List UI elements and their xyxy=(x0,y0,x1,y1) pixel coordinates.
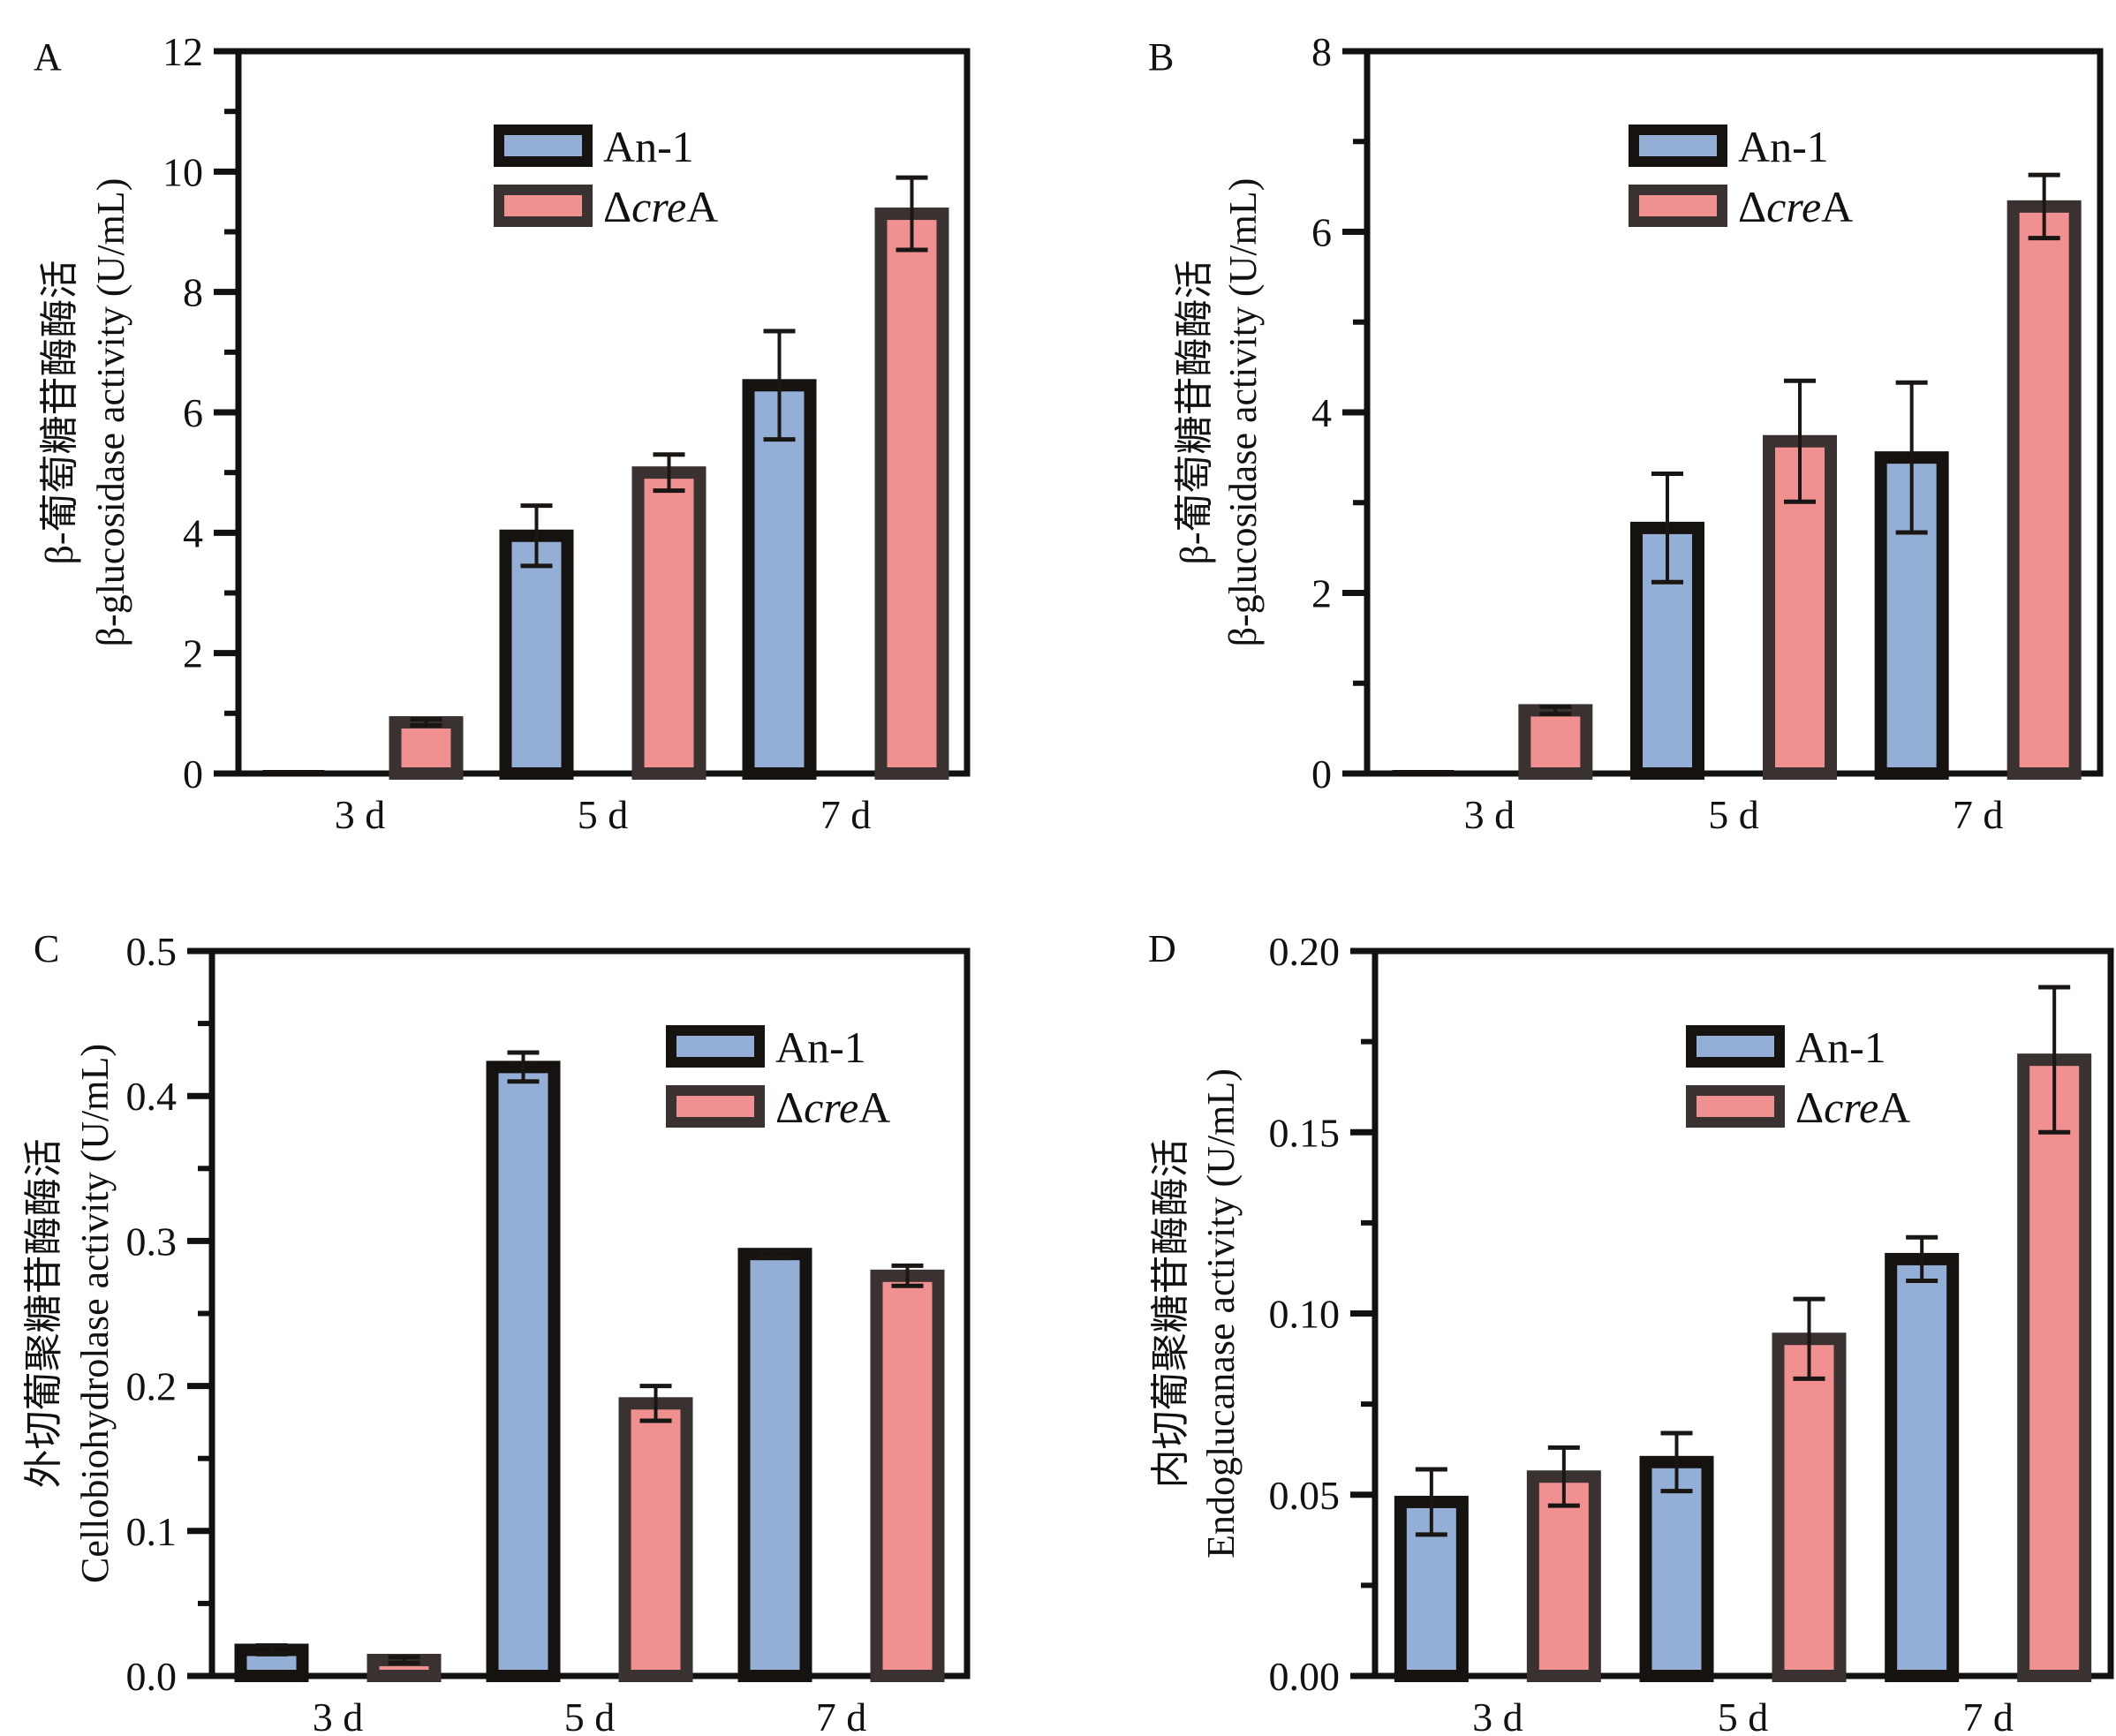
legend-label-an1: An-1 xyxy=(603,122,694,171)
x-tick-label: 7 d xyxy=(1962,1694,2014,1736)
y-axis-label: Endoglucanase activity (U/mL) xyxy=(1199,1068,1243,1559)
bar-crea xyxy=(1518,704,1593,780)
y-tick-label: 0.1 xyxy=(126,1509,178,1554)
y-tick-label: 10 xyxy=(162,149,203,194)
legend-label-an1: An-1 xyxy=(1738,122,1829,171)
panel-label: D xyxy=(1148,927,1176,970)
bar-crea xyxy=(2017,1053,2092,1682)
y-tick-label: 2 xyxy=(1311,571,1332,616)
bar-crea xyxy=(618,1397,693,1682)
legend-swatch-an1 xyxy=(1629,125,1727,167)
x-tick-label: 3 d xyxy=(1464,792,1515,837)
y-tick-label: 6 xyxy=(183,390,203,435)
y-axis-label-cn: 内切葡聚糖苷酶酶活 xyxy=(1149,1139,1192,1489)
bar-crea xyxy=(631,466,707,781)
bar-crea xyxy=(870,1269,945,1682)
bar-an1 xyxy=(1885,1252,1960,1683)
y-axis-label-cn: β-葡萄糖苷酶酶活 xyxy=(38,260,81,564)
y-tick-label: 8 xyxy=(1311,29,1332,74)
legend-label-crea: ΔcreA xyxy=(603,182,718,231)
bar-crea xyxy=(389,716,464,781)
x-tick-label: 7 d xyxy=(1953,792,2004,837)
bar-an1 xyxy=(1639,1455,1714,1683)
y-axis-label: Cellobiohydrolase activity (U/mL) xyxy=(73,1044,117,1583)
y-tick-label: 2 xyxy=(183,631,203,676)
y-tick-label: 0.5 xyxy=(126,929,178,974)
y-tick-label: 0.4 xyxy=(126,1074,178,1119)
y-axis-label-cn: 外切葡聚糖苷酶酶活 xyxy=(22,1139,65,1489)
legend-swatch-an1 xyxy=(494,125,593,167)
y-tick-label: 0 xyxy=(183,751,203,796)
x-tick-label: 3 d xyxy=(313,1694,364,1736)
y-tick-label: 0.20 xyxy=(1269,929,1341,974)
x-tick-label: 5 d xyxy=(1718,1694,1769,1736)
chart-panel-d: D 0.00 0.05 0.10 0.15 0.20 内切葡聚糖苷酶酶活 Endoglucan… xyxy=(1148,927,2114,1736)
legend: An-1 ΔcreA xyxy=(1629,122,1853,231)
y-tick-label: 12 xyxy=(162,29,203,74)
x-tick-label: 3 d xyxy=(1472,1694,1523,1736)
x-tick-label: 5 d xyxy=(578,792,629,837)
panel-label: B xyxy=(1148,35,1174,79)
x-tick-label: 3 d xyxy=(335,792,386,837)
legend-swatch-crea xyxy=(494,185,593,227)
legend-swatch-an1 xyxy=(1686,1025,1785,1068)
y-tick-label: 0.05 xyxy=(1269,1473,1341,1518)
y-axis-label: β-glucosidase activity (U/mL) xyxy=(1221,178,1265,647)
legend-swatch-crea xyxy=(1686,1085,1785,1128)
bar-crea xyxy=(1526,1470,1601,1682)
legend: An-1 ΔcreA xyxy=(1686,1023,1910,1132)
x-tick-label: 5 d xyxy=(1708,792,1759,837)
chart-panel-a: A 0 2 4 6 8 10 12 β-葡萄糖苷酶酶活 β-glucosidase activit… xyxy=(34,29,971,837)
plot-frame xyxy=(1364,48,2104,777)
legend-label-crea: ΔcreA xyxy=(775,1083,890,1132)
bar-an1 xyxy=(742,379,817,780)
y-tick-label: 0.2 xyxy=(126,1364,178,1409)
legend: An-1 ΔcreA xyxy=(666,1023,890,1132)
bar-an1 xyxy=(499,529,574,780)
x-tick-label: 7 d xyxy=(816,1694,867,1736)
y-axis-label-cn: β-葡萄糖苷酶酶活 xyxy=(1173,260,1216,564)
bar-an1 xyxy=(262,770,325,774)
y-tick-label: 0.15 xyxy=(1269,1110,1341,1155)
bar-an1 xyxy=(737,1248,812,1682)
legend: An-1 ΔcreA xyxy=(494,122,718,231)
legend-label-an1: An-1 xyxy=(775,1023,866,1072)
panel-label: C xyxy=(34,927,59,970)
x-tick-label: 5 d xyxy=(564,1694,616,1736)
y-tick-label: 0.10 xyxy=(1269,1292,1341,1337)
chart-panel-c: C 0.0 0.1 0.2 0.3 0.4 0.5 外切葡聚糖苷酶酶活 Cellobiohydr… xyxy=(22,927,971,1736)
legend-swatch-crea xyxy=(1629,185,1727,227)
legend-label-crea: ΔcreA xyxy=(1738,182,1853,231)
bar-an1 xyxy=(1392,770,1455,774)
y-tick-label: 0.00 xyxy=(1269,1654,1341,1699)
y-tick-label: 4 xyxy=(183,510,203,555)
legend-label-an1: An-1 xyxy=(1795,1023,1886,1072)
legend-swatch-crea xyxy=(666,1085,765,1128)
bar-an1 xyxy=(486,1060,561,1682)
x-tick-label: 7 d xyxy=(820,792,872,837)
y-tick-label: 4 xyxy=(1311,390,1332,435)
y-tick-label: 0.3 xyxy=(126,1219,178,1264)
bar-crea xyxy=(874,208,949,781)
chart-panel-b: B 0 2 4 6 8 β-葡萄糖苷酶酶活 β-glucosidase activity (U… xyxy=(1148,29,2104,837)
y-tick-label: 0 xyxy=(1311,751,1332,796)
y-axis-label: β-glucosidase activity (U/mL) xyxy=(89,178,132,647)
bar-crea xyxy=(1772,1332,1847,1682)
panel-label: A xyxy=(34,35,62,79)
legend-swatch-an1 xyxy=(666,1025,765,1068)
y-tick-label: 8 xyxy=(183,270,203,315)
y-tick-label: 0.0 xyxy=(126,1654,178,1699)
legend-label-crea: ΔcreA xyxy=(1795,1083,1910,1132)
y-tick-label: 6 xyxy=(1311,210,1332,255)
bar-an1 xyxy=(1394,1495,1469,1682)
bar-crea xyxy=(2006,200,2082,780)
